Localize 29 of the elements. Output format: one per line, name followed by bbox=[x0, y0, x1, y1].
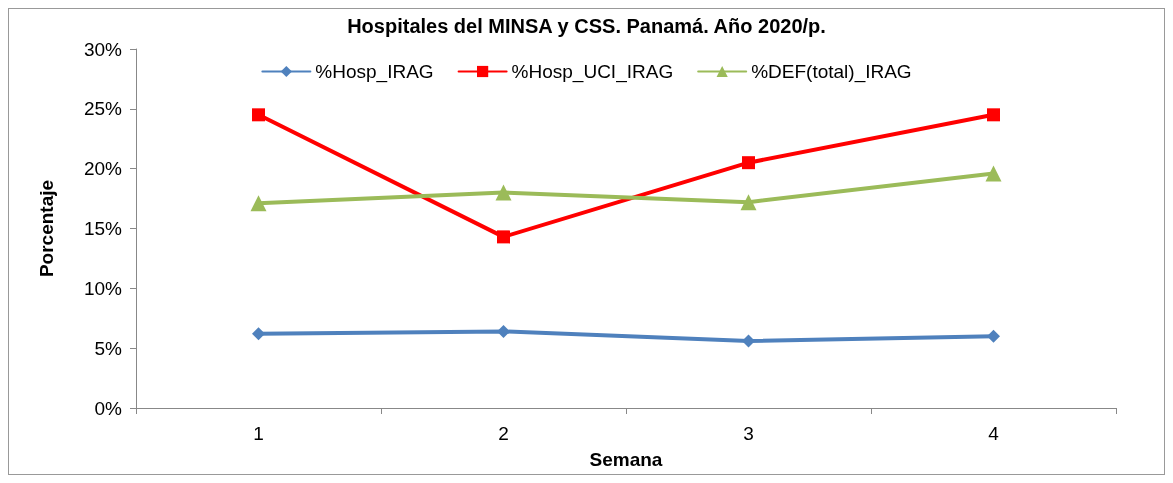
point bbox=[742, 334, 755, 348]
x-tick-label: 1 bbox=[253, 423, 264, 444]
legend-label: %DEF(total)_IRAG bbox=[751, 61, 912, 83]
y-tick-label: 15% bbox=[83, 218, 123, 239]
point bbox=[740, 194, 757, 211]
x-axis-title: Semana bbox=[589, 449, 663, 470]
y-tick-label: 5% bbox=[94, 337, 123, 359]
point bbox=[987, 108, 1000, 122]
point bbox=[742, 156, 755, 170]
point bbox=[252, 108, 265, 122]
legend-label: %Hosp_UCI_IRAG bbox=[511, 61, 674, 83]
point bbox=[985, 165, 1002, 182]
point bbox=[252, 327, 265, 341]
point bbox=[497, 230, 510, 244]
x-tick-label: 2 bbox=[498, 423, 509, 444]
point bbox=[495, 184, 512, 201]
y-tick-label: 30% bbox=[83, 38, 123, 60]
x-tick-label: 4 bbox=[988, 423, 1000, 444]
y-tick-label: 10% bbox=[83, 277, 123, 299]
y-tick-label: 25% bbox=[83, 98, 123, 120]
point bbox=[497, 324, 510, 338]
legend-label: %Hosp_IRAG bbox=[315, 61, 434, 83]
y-tick-label: 0% bbox=[94, 397, 123, 419]
y-axis-title: Porcentaje bbox=[36, 179, 57, 278]
chart-title: Hospitales del MINSA y CSS. Panamá. Año 2020/p. bbox=[347, 15, 826, 37]
x-tick-label: 3 bbox=[743, 423, 754, 444]
point bbox=[250, 195, 267, 212]
point bbox=[987, 329, 1000, 343]
y-tick-label: 20% bbox=[83, 158, 123, 180]
